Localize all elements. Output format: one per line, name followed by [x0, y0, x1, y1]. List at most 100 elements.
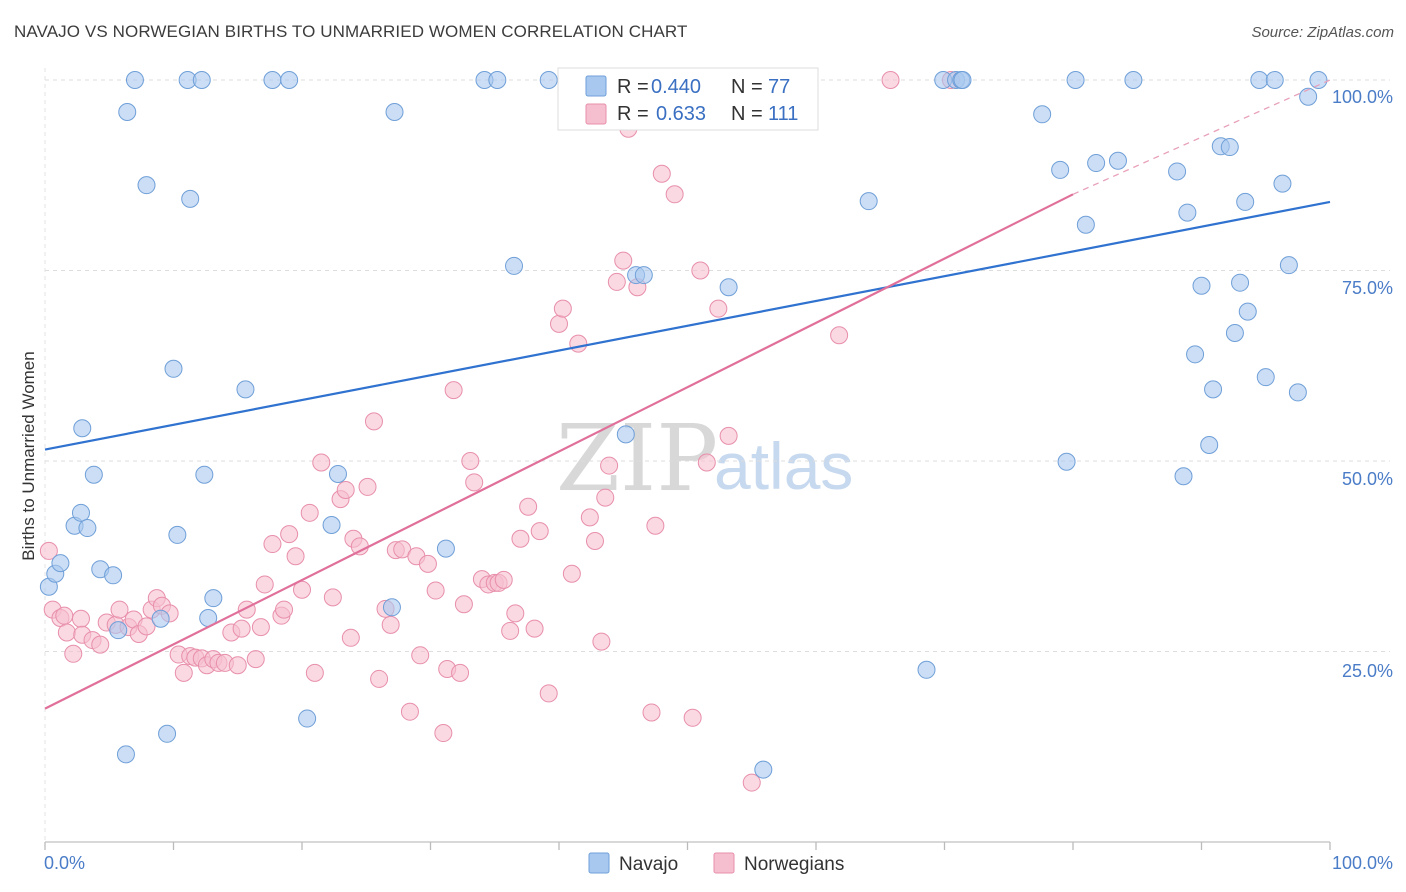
navajo-point	[1250, 71, 1269, 89]
norwegians-point	[255, 575, 274, 594]
norwegians-point	[370, 669, 389, 688]
chart-source: Source: ZipAtlas.com	[1251, 24, 1394, 41]
y-axis-title: Births to Unmarried Women	[19, 351, 38, 560]
navajo-point	[1174, 467, 1193, 486]
norwegians-point	[286, 547, 305, 566]
navajo-point	[1057, 452, 1076, 471]
legend-r-label: R =	[617, 103, 649, 125]
x-tick-label: 0.0%	[44, 853, 85, 873]
navajo-point	[164, 359, 183, 378]
norwegians-point	[709, 299, 728, 318]
norwegians-point	[341, 628, 360, 647]
navajo-point	[382, 598, 401, 617]
norwegians-point	[110, 600, 129, 619]
navajo-point	[78, 519, 97, 538]
norwegians-point	[336, 480, 355, 499]
norwegians-point	[881, 71, 900, 89]
legend-r-value: 0.633	[656, 103, 706, 125]
navajo-point	[1066, 71, 1085, 89]
norwegians-point	[501, 621, 520, 640]
norwegians-point	[646, 516, 665, 535]
norwegians-point	[364, 412, 383, 431]
navajo-point	[84, 465, 103, 484]
navajo-point	[168, 525, 187, 544]
navajo-point	[1220, 138, 1239, 157]
navajo-point	[505, 256, 524, 275]
norwegians-point	[585, 532, 604, 551]
legend-n-value: 111	[768, 103, 798, 125]
y-tick-label: 100.0%	[1332, 87, 1393, 107]
norwegians-point	[246, 650, 265, 669]
navajo-point	[953, 71, 972, 89]
norwegians-point	[550, 314, 568, 333]
navajo-point	[1256, 368, 1275, 387]
norwegians-point	[519, 497, 538, 516]
norwegians-point	[57, 623, 76, 642]
norwegians-point	[596, 488, 615, 507]
norwegians-point	[434, 724, 453, 743]
norwegians-point	[569, 334, 588, 353]
navajo-point	[151, 609, 170, 628]
navajo-point	[1051, 160, 1070, 179]
norwegians-point	[228, 656, 247, 675]
norwegians-point	[580, 508, 599, 527]
navajo-point	[1192, 276, 1211, 295]
navajo-legend-label: Navajo	[619, 854, 678, 875]
navajo-point	[436, 539, 455, 558]
navajo-trend-line	[44, 200, 1331, 451]
watermark-atlas: atlas	[714, 429, 853, 503]
legend-r-value: 0.440	[651, 76, 701, 98]
norwegians-point	[652, 164, 671, 183]
norwegians-point	[381, 615, 400, 634]
norwegians-point	[232, 619, 251, 638]
navajo-point	[73, 419, 92, 438]
navajo-point	[1124, 71, 1143, 89]
norwegians-point	[607, 272, 626, 291]
y-tick-label: 50.0%	[1342, 469, 1393, 489]
navajo-point	[322, 516, 341, 535]
navajo-point	[719, 278, 738, 297]
norwegians-legend-swatch	[713, 852, 735, 874]
watermark-zip: ZIP	[556, 405, 718, 512]
navajo-point	[1225, 323, 1244, 342]
navajo-point	[137, 176, 156, 195]
navajo-point	[1273, 174, 1292, 193]
norwegians-point	[697, 453, 716, 472]
navajo-point	[236, 380, 255, 399]
norwegians-point	[830, 326, 849, 345]
navajo-point	[298, 709, 317, 728]
norwegians-point	[426, 581, 445, 600]
norwegians-point	[461, 452, 480, 470]
navajo-point	[1204, 380, 1223, 399]
norwegians-legend-label: Norwegians	[744, 854, 844, 875]
series-legend: Navajo Norwegians	[588, 852, 844, 875]
norwegians-point	[137, 617, 156, 636]
norwegians-point	[64, 644, 83, 663]
navajo-point	[109, 621, 128, 640]
norwegians-point	[494, 570, 513, 589]
norwegians-point	[539, 684, 558, 703]
norwegians-point	[275, 600, 294, 619]
navajo-point	[104, 566, 123, 585]
norwegians-point	[691, 261, 710, 280]
norwegians-trend-line	[44, 193, 1074, 710]
navajo-point	[263, 71, 282, 89]
navajo-point	[192, 71, 211, 89]
norwegians-point	[592, 632, 611, 651]
norwegians-point	[454, 595, 473, 614]
navajo-point	[195, 465, 214, 484]
navajo-point	[1231, 273, 1250, 292]
norwegians-point	[683, 708, 702, 727]
norwegians-point	[358, 477, 377, 496]
navajo-point	[859, 192, 878, 211]
navajo-point	[1309, 71, 1328, 89]
legend-n-label: N =	[731, 76, 763, 98]
navajo-point	[71, 503, 90, 522]
navajo-point	[1186, 345, 1205, 364]
norwegians-point	[400, 702, 419, 721]
norwegians-point	[39, 541, 58, 560]
norwegians-point	[742, 773, 761, 792]
navajo-point	[280, 71, 299, 89]
norwegians-points	[39, 71, 960, 792]
